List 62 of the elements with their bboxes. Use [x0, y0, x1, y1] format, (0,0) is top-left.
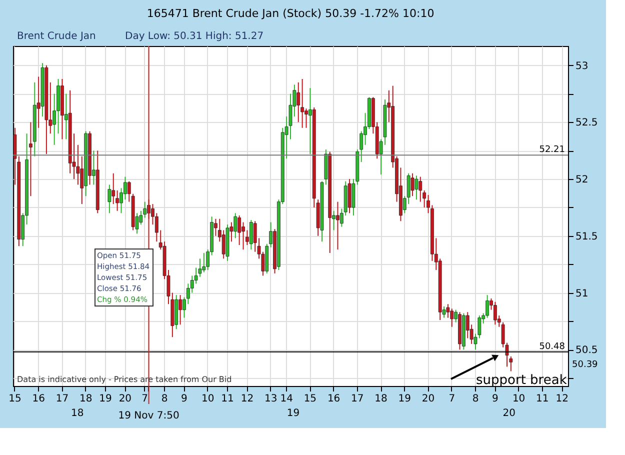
y-tick-label: 52.5 [576, 118, 598, 129]
chart-subtitle: Day Low: 50.31 High: 51.27 [125, 31, 264, 42]
candlestick [414, 175, 418, 200]
ref-line-label: 52.21 [539, 145, 565, 156]
candlestick [493, 301, 497, 326]
text: 19 [286, 408, 300, 419]
candlestick [178, 294, 182, 326]
y-tick-label: 53 [576, 60, 588, 72]
x-tick-label: 7 [142, 394, 148, 404]
candlestick [242, 222, 245, 250]
x-tick-label: 11 [536, 394, 549, 404]
x-tick-label: 16 [32, 394, 45, 404]
candlestick [234, 212, 238, 239]
x-tick-label: 16 [327, 394, 340, 404]
candlestick [348, 178, 352, 214]
x-tick-label: 20 [422, 394, 435, 404]
x-tick-label: 18 [79, 394, 92, 404]
x-tick-label: 9 [492, 394, 498, 404]
annotation: support break [476, 373, 568, 388]
candlestick [108, 184, 112, 214]
x-tick-label: 9 [181, 394, 188, 404]
x-tick-label: 15 [8, 394, 22, 404]
ref-line-label: 50.48 [539, 342, 566, 352]
candlestick [222, 230, 226, 260]
candlestick [238, 214, 242, 246]
candlestick [296, 82, 300, 123]
x-tick-label: 14 [280, 394, 293, 404]
candlestick [123, 176, 127, 200]
candlestick [450, 308, 454, 328]
x-tick-label: 18 [374, 394, 388, 404]
x-tick-label: 20 [118, 394, 132, 404]
x-tick-label: 12 [556, 394, 568, 404]
x-tick-label: 17 [351, 394, 364, 404]
x-tick-label: 19 Nov 7:50 [118, 410, 180, 422]
candlestick [202, 252, 206, 273]
x-tick-label: 17 [56, 394, 69, 404]
x-tick-label: 19 [99, 394, 112, 404]
chart-title: Brent Crude Jan [17, 31, 96, 42]
text: 165471 Brent Crude Jan (Stock) 50.39 -1.72% 10:10 [146, 7, 434, 20]
x-tick-label: 11 [221, 394, 234, 404]
candlestick [336, 201, 340, 250]
x-tick-label: 10 [512, 394, 526, 404]
candlestick [112, 172, 116, 205]
x-tick-label: 7 [448, 394, 456, 404]
y-tick-label: 51 [576, 288, 588, 300]
candlestick [418, 176, 422, 202]
x-tick-label: 13 [264, 394, 278, 404]
text: 18 [71, 408, 84, 419]
candlestick [410, 172, 414, 197]
x-tick-label: 19 [398, 394, 412, 404]
candlestick [249, 219, 253, 250]
candlestick [300, 78, 304, 128]
x-tick-label: 12 [240, 394, 254, 404]
y-tick-label: 52 [576, 174, 588, 186]
text: 20 [502, 408, 516, 419]
x-tick-label: 15 [304, 394, 317, 404]
text: 50.39 [572, 360, 598, 370]
x-tick-label: 8 [472, 394, 479, 404]
x-tick-label: 10 [201, 394, 214, 404]
y-tick-label: 50.5 [576, 345, 598, 356]
x-tick-label: 8 [161, 394, 168, 404]
y-tick-label: 51.5 [576, 231, 598, 242]
